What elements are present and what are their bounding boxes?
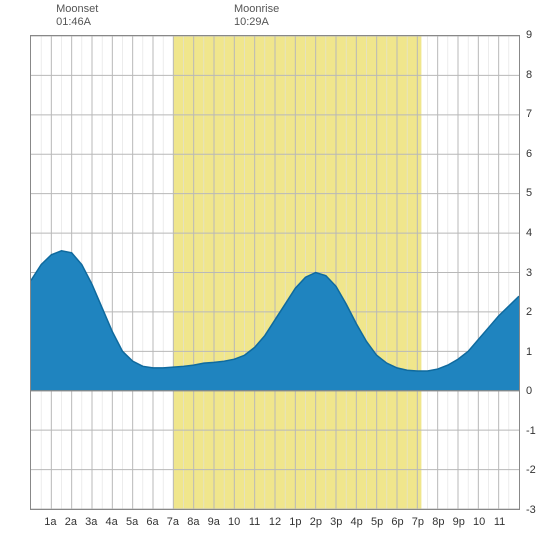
x-tick-label: 1a xyxy=(44,516,56,528)
y-tick-label: 9 xyxy=(526,29,532,41)
x-tick-label: 5p xyxy=(371,516,383,528)
y-tick-label: 5 xyxy=(526,187,532,199)
x-tick-label: 6p xyxy=(391,516,403,528)
x-tick-label: 2a xyxy=(65,516,77,528)
y-tick-label: 0 xyxy=(526,385,532,397)
x-tick-label: 4p xyxy=(351,516,363,528)
y-tick-label: 8 xyxy=(526,69,532,81)
x-tick-label: 12 xyxy=(269,516,281,528)
y-tick-label: -1 xyxy=(526,425,536,437)
x-tick-label: 5a xyxy=(126,516,138,528)
x-tick-label: 10 xyxy=(228,516,240,528)
y-tick-label: 4 xyxy=(526,227,532,239)
x-tick-label: 7p xyxy=(412,516,424,528)
x-tick-label: 6a xyxy=(146,516,158,528)
x-tick-label: 1p xyxy=(289,516,301,528)
header-label-time: 01:46A xyxy=(56,16,98,29)
x-tick-label: 11 xyxy=(249,516,260,528)
header-label: Moonset01:46A xyxy=(56,3,98,29)
y-tick-label: -2 xyxy=(526,464,536,476)
x-tick-label: 7a xyxy=(167,516,179,528)
tide-chart: Moonset01:46A Moonrise10:29A 1a 2a 3a 4a 5a 6a… xyxy=(0,0,550,550)
plot-area xyxy=(30,35,520,510)
header-label-title: Moonrise xyxy=(234,3,279,16)
x-tick-label: 8a xyxy=(187,516,199,528)
y-tick-label: 7 xyxy=(526,108,532,120)
plot-svg xyxy=(31,36,519,509)
y-tick-label: -3 xyxy=(526,504,536,516)
x-tick-label: 11 xyxy=(494,516,505,528)
x-tick-label: 9p xyxy=(453,516,465,528)
x-tick-label: 3a xyxy=(85,516,97,528)
x-tick-label: 3p xyxy=(330,516,342,528)
y-tick-label: 2 xyxy=(526,306,532,318)
header-label-title: Moonset xyxy=(56,3,98,16)
x-tick-label: 9a xyxy=(208,516,220,528)
x-tick-label: 8p xyxy=(432,516,444,528)
header-label-time: 10:29A xyxy=(234,16,279,29)
header-label: Moonrise10:29A xyxy=(234,3,279,29)
y-tick-label: 6 xyxy=(526,148,532,160)
x-tick-label: 10 xyxy=(473,516,485,528)
y-tick-label: 3 xyxy=(526,267,532,279)
x-tick-label: 2p xyxy=(310,516,322,528)
x-tick-label: 4a xyxy=(106,516,118,528)
y-tick-label: 1 xyxy=(526,346,532,358)
